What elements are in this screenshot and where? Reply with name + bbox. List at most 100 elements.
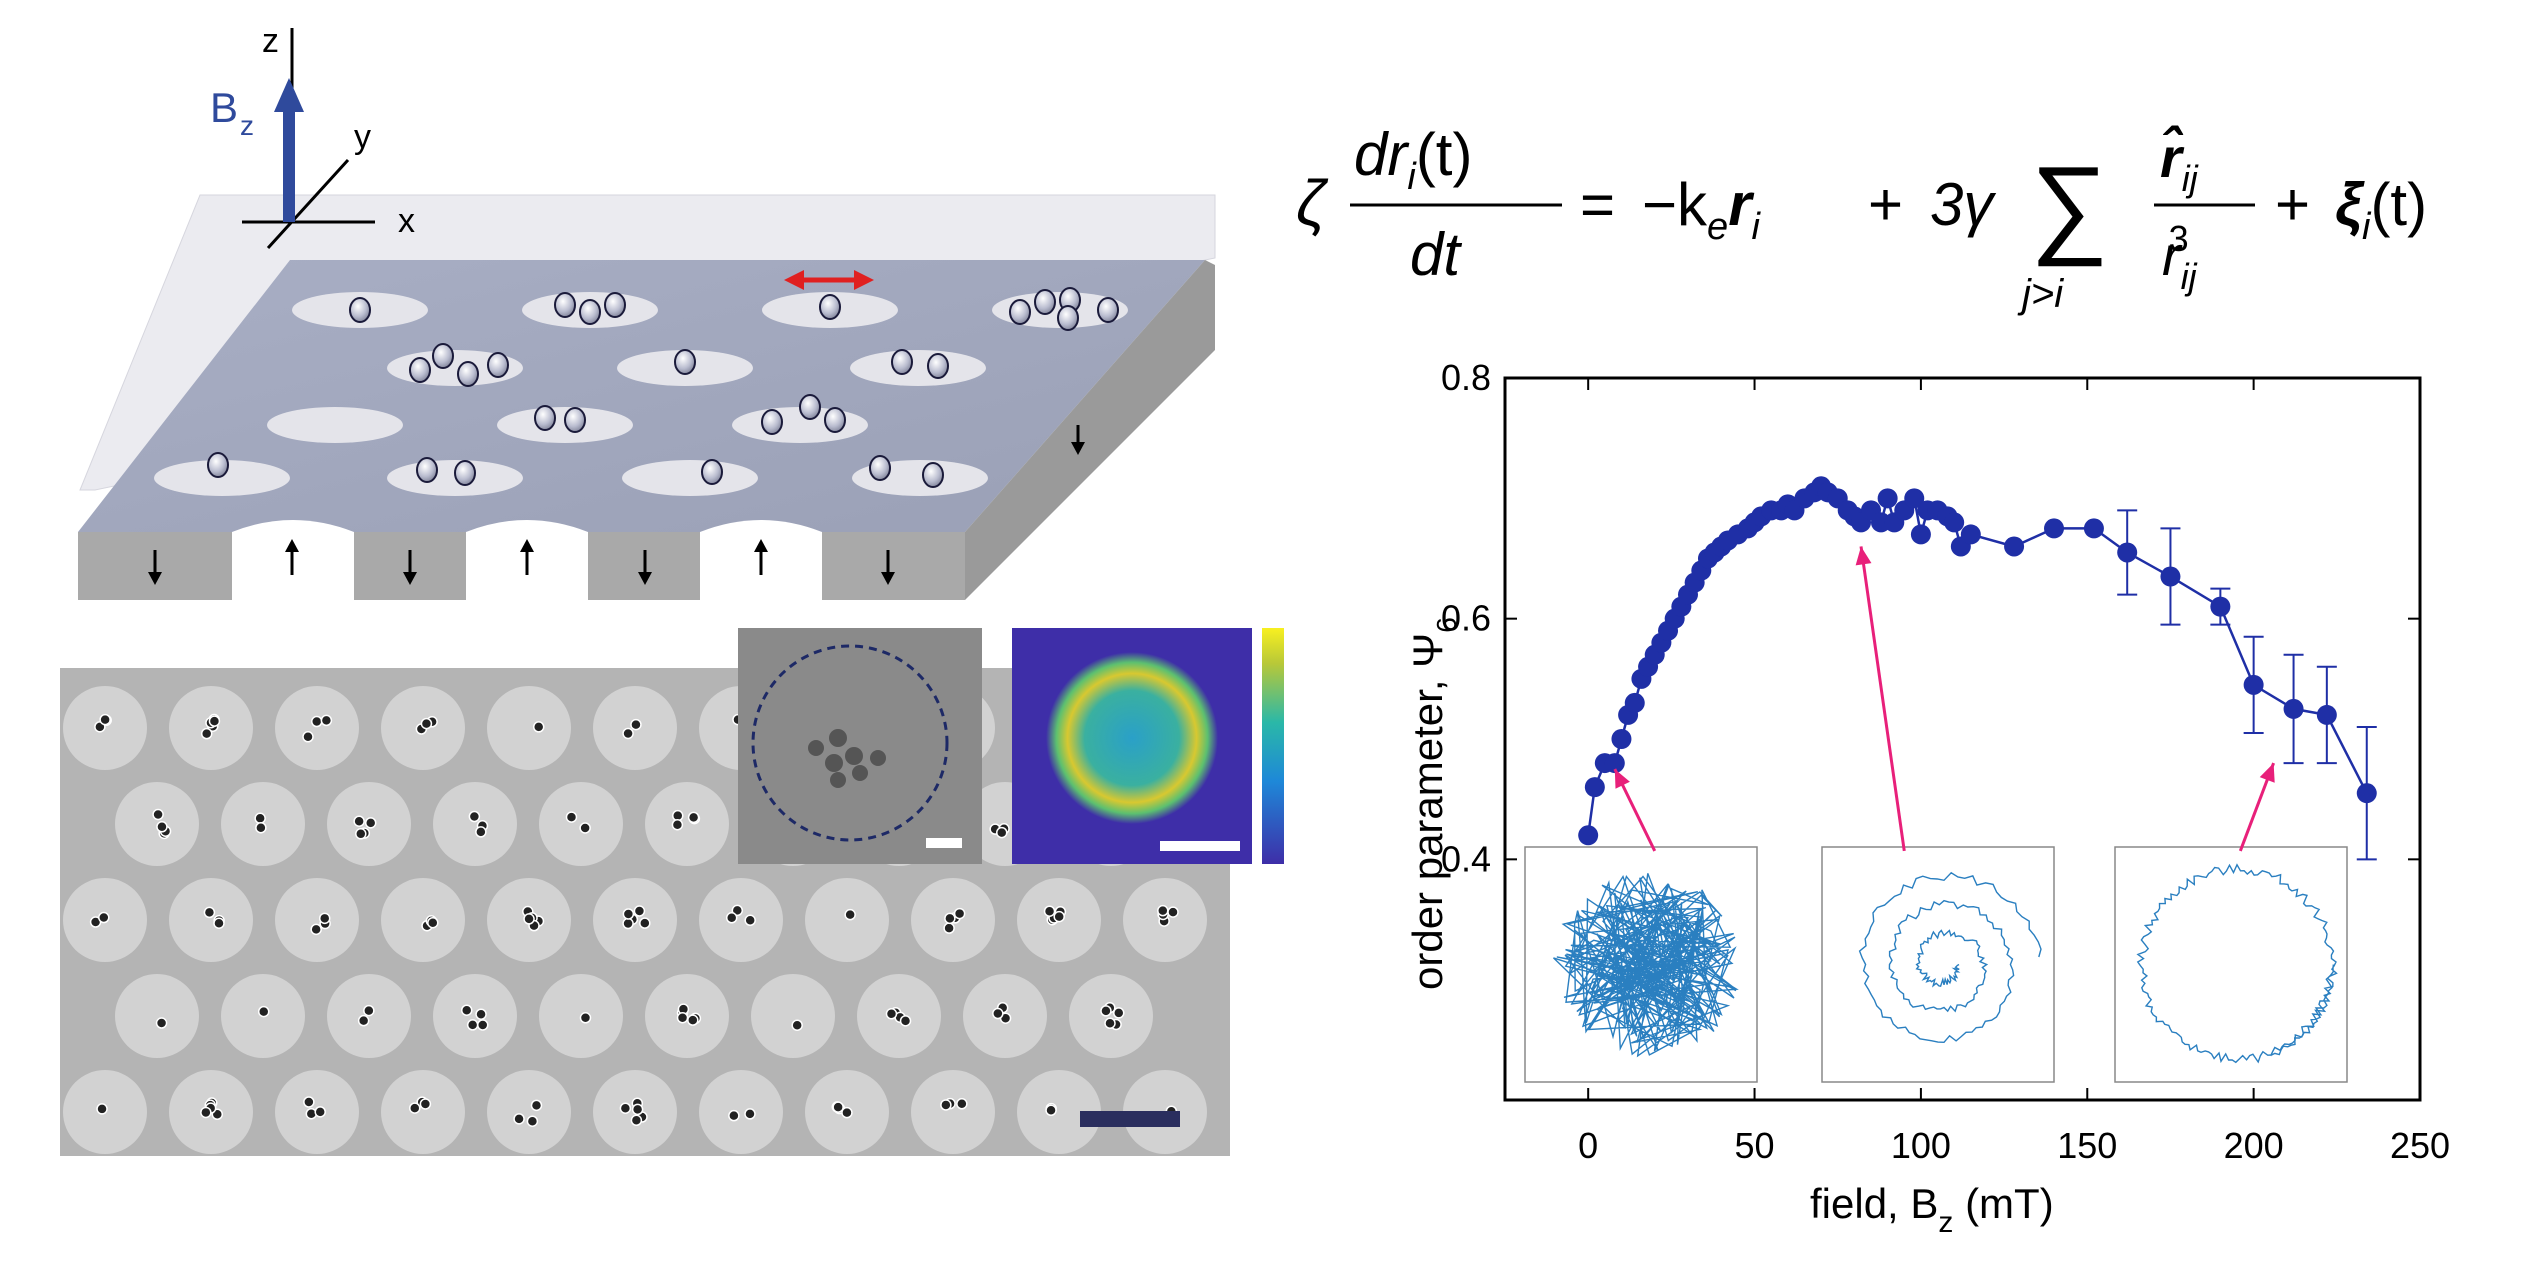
- microscopy-bead: [303, 1096, 315, 1108]
- microscopy-bead: [420, 717, 433, 730]
- microscopy-bead: [98, 911, 110, 924]
- microscopy-bead: [671, 818, 684, 831]
- microscopy-domain: [275, 686, 359, 770]
- microscopy-domain: [645, 782, 729, 866]
- microscopy-domain: [699, 878, 783, 962]
- microscopy-bead: [200, 727, 213, 740]
- data-point: [1578, 825, 1599, 846]
- microscopy-bead: [832, 1101, 844, 1113]
- microscopy-bead: [1113, 1007, 1125, 1019]
- inset-scale-bar: [926, 838, 962, 848]
- microscopy-bead: [1157, 904, 1169, 917]
- coordinate-axes: z y x B z: [210, 22, 415, 250]
- pointer-arrow: [1859, 546, 1906, 852]
- microscopy-bead: [357, 1014, 370, 1027]
- trajectory-inset: [2114, 846, 2348, 1083]
- eq-term2-coef: 3γ: [1930, 171, 1996, 238]
- microscopy-bead: [409, 1102, 421, 1114]
- microscopy-bead: [728, 1109, 740, 1122]
- eq-term1: −keri: [1642, 171, 1762, 248]
- microscopy-bead: [318, 912, 331, 925]
- microscopy-bead: [99, 713, 111, 726]
- pointer-arrowhead: [1614, 769, 1630, 789]
- data-point: [1624, 692, 1645, 713]
- data-point: [2117, 542, 2138, 563]
- data-point: [2160, 566, 2181, 587]
- substrate-side-face: [965, 260, 1215, 600]
- microscopy-bead: [579, 1012, 592, 1024]
- x-tick-label: 200: [2224, 1125, 2284, 1166]
- microscopy-bead: [844, 908, 856, 921]
- trajectory-inset: [1821, 846, 2055, 1083]
- microscopy-bead: [885, 1008, 898, 1020]
- data-point: [1910, 524, 1931, 545]
- data-point: [2210, 596, 2231, 617]
- microscopy-bead: [427, 916, 439, 929]
- eq-equals: =: [1580, 171, 1615, 238]
- microscopy-bead: [943, 922, 955, 934]
- field-label: B: [210, 84, 238, 131]
- microscopy-bead: [419, 1098, 432, 1110]
- trajectory-path: [1553, 873, 1739, 1058]
- microscopy-bead: [475, 1008, 487, 1020]
- field-label-subscript: z: [240, 110, 254, 141]
- microscopy-bead: [532, 721, 545, 733]
- microscopy-bead: [314, 1106, 326, 1118]
- heatmap-scale-bar: [1160, 841, 1240, 851]
- eq-plus2: +: [2275, 171, 2310, 238]
- microscopy-domain: [751, 974, 835, 1058]
- data-point: [1604, 753, 1625, 774]
- microscopy-bead: [633, 905, 646, 917]
- microscopy-bead: [1167, 906, 1179, 918]
- microscopy-bead: [155, 1017, 168, 1029]
- microscopy-bead: [622, 908, 635, 920]
- microscopy-domain: [433, 974, 517, 1058]
- microscopy-bead: [203, 906, 216, 919]
- y-tick-label: 0.4: [1441, 838, 1491, 879]
- x-tick-label: 100: [1891, 1125, 1951, 1166]
- microscopy-domain: [381, 1070, 465, 1154]
- microscopy-bead: [619, 1102, 632, 1114]
- microscopy-bead: [579, 822, 591, 834]
- microscopy-bead: [302, 731, 314, 743]
- microscopy-bead: [1104, 1017, 1116, 1030]
- microscopy-bead: [355, 828, 367, 840]
- z-axis-label: z: [262, 22, 279, 60]
- microscopy-domain: [699, 1070, 783, 1154]
- microscopy-bead: [213, 917, 225, 929]
- microscopy-bead: [530, 1099, 543, 1112]
- microscopy-bead: [956, 1098, 968, 1110]
- microscopy-bead: [940, 1099, 952, 1111]
- data-point: [2283, 698, 2304, 719]
- microscopy-bead: [1053, 910, 1065, 923]
- data-point: [2316, 704, 2337, 725]
- microscopy-domain: [169, 878, 253, 962]
- oscillation-arrow: [784, 270, 874, 290]
- data-point: [2044, 518, 2064, 539]
- eq-sum: ∑: [2030, 144, 2108, 267]
- microscopy-bead: [257, 1005, 270, 1018]
- microscopy-bead: [841, 1106, 853, 1119]
- microscopy-bead: [899, 1015, 912, 1027]
- data-point: [2004, 536, 2025, 557]
- y-tick-label: 0.8: [1441, 357, 1491, 398]
- microscopy-bead: [944, 912, 956, 925]
- microscopy-bead: [953, 907, 966, 920]
- data-point: [1611, 729, 1632, 749]
- eq-frac-numerator: r̂ij: [2160, 125, 2199, 199]
- data-point: [1944, 512, 1965, 533]
- microscopy-bead: [156, 821, 168, 833]
- colloidal-beads: [207, 287, 1119, 488]
- data-point: [1904, 488, 1925, 509]
- y-axis-label: y: [354, 118, 371, 156]
- trajectory-path: [1858, 871, 2042, 1044]
- data-point: [1960, 524, 1981, 545]
- microscopy-domain: [1017, 1070, 1101, 1154]
- eq-numerator: dri(t): [1354, 121, 1472, 198]
- pointer-arrowhead: [2259, 763, 2275, 783]
- microscopy-bead: [996, 826, 1008, 839]
- equation-of-motion: ζ dri(t) dt = −keri + 3γ ∑ j>i r̂ij rij3…: [1296, 121, 2427, 316]
- x-tick-label: 0: [1578, 1125, 1598, 1166]
- density-heatmap-inset: [1012, 628, 1284, 864]
- data-point: [1584, 777, 1605, 798]
